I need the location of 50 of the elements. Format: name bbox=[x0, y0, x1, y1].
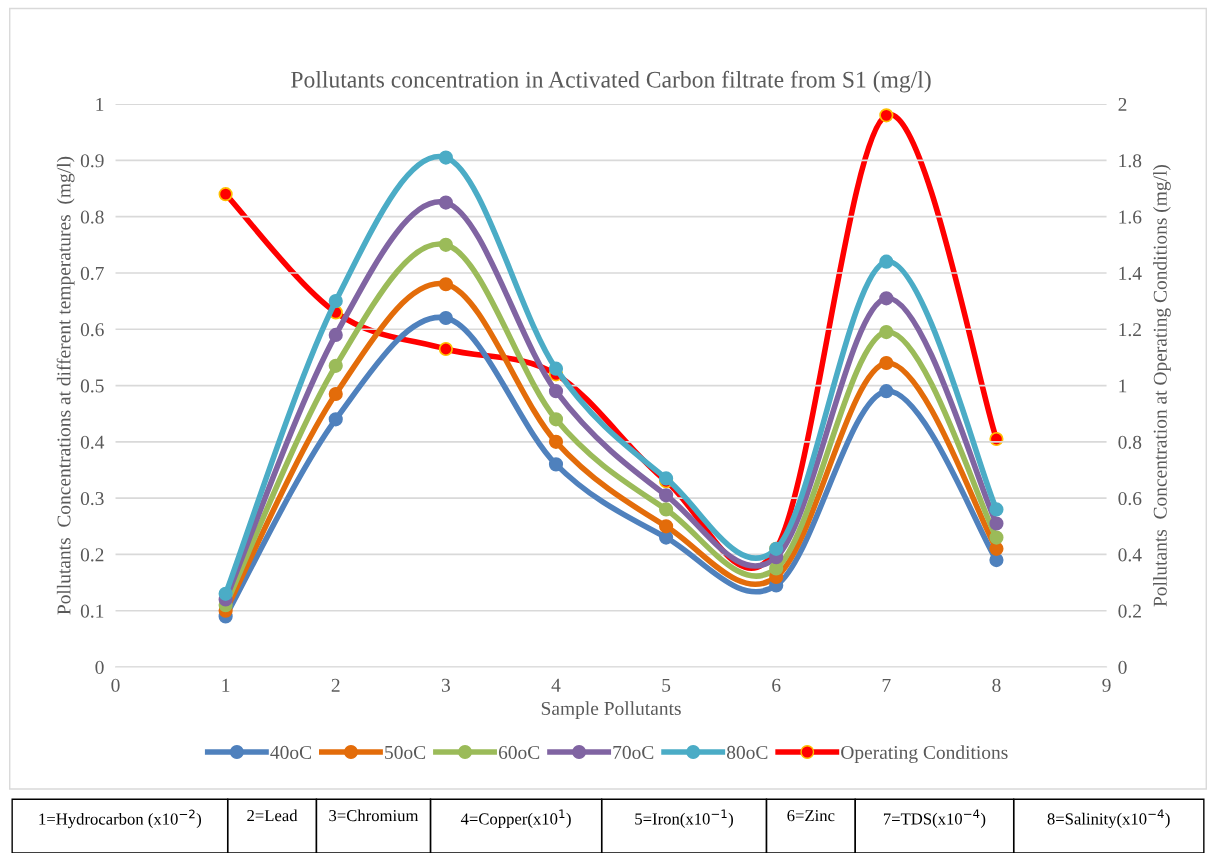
y2-tick-label: 0.4 bbox=[1118, 548, 1142, 562]
y2-tick-label: 1 bbox=[1119, 379, 1127, 393]
y-tick-label: 0 bbox=[95, 660, 104, 674]
x-axis-title: Sample Pollutants bbox=[541, 701, 681, 719]
y-tick-label: 0.7 bbox=[80, 266, 104, 280]
x-tick-label: 6 bbox=[772, 678, 781, 692]
y-tick-label: 0.3 bbox=[80, 491, 104, 506]
y2-tick-label: 1.8 bbox=[1119, 154, 1142, 168]
x-tick-label: 1 bbox=[222, 678, 230, 692]
x-tick-label: 2 bbox=[331, 678, 340, 692]
y2-tick-label: 1.2 bbox=[1119, 323, 1141, 337]
text: 2=Lead bbox=[247, 809, 298, 822]
legend-label: 40oC bbox=[270, 745, 311, 759]
y2-tick-label: 2 bbox=[1118, 97, 1127, 111]
text: 7=TDS(x10$^{−4}$) bbox=[883, 809, 986, 828]
y-tick-label: 1 bbox=[96, 97, 104, 111]
y-tick-label: 0.8 bbox=[80, 210, 104, 224]
y2-axis-title: Pollutants Concentration at Operating Conditions (mg/l) bbox=[1153, 164, 1171, 607]
x-tick-label: 4 bbox=[551, 678, 561, 692]
y2-tick-label: 0.8 bbox=[1118, 435, 1142, 449]
y2-tick-label: 0.6 bbox=[1118, 491, 1142, 506]
text: 4=Copper(x10$^{1}$) bbox=[460, 809, 571, 828]
y-tick-label: 0.2 bbox=[80, 548, 104, 562]
x-tick-label: 9 bbox=[1102, 678, 1111, 692]
y-tick-label: 0.1 bbox=[80, 604, 104, 618]
chart-title: Pollutants concentration in Activated Carbon filtrate from S1 (mg/l) bbox=[291, 70, 931, 93]
legend-label: Operating Conditions bbox=[841, 745, 1008, 763]
x-tick-label: 0 bbox=[111, 678, 120, 692]
y-tick-label: 0.6 bbox=[80, 323, 104, 337]
text: 5=Iron(x10$^{−1}$) bbox=[635, 809, 733, 828]
x-tick-label: 5 bbox=[662, 678, 671, 692]
legend-label: 80oC bbox=[726, 745, 768, 759]
x-tick-label: 3 bbox=[441, 678, 450, 692]
x-tick-label: 8 bbox=[992, 678, 1001, 692]
text: 6=Zinc bbox=[787, 810, 835, 822]
legend-label: 70oC bbox=[613, 745, 654, 759]
y2-tick-label: 1.4 bbox=[1119, 266, 1142, 280]
y2-tick-label: 1.6 bbox=[1119, 210, 1142, 224]
text: 3=Chromium bbox=[329, 809, 419, 822]
y-tick-label: 0.4 bbox=[80, 435, 105, 449]
text: 1=Hydrocarbon (x10$^{−2}$) bbox=[39, 809, 202, 829]
y2-tick-label: 0.2 bbox=[1118, 604, 1141, 618]
y-tick-label: 0.9 bbox=[80, 154, 104, 168]
y-tick-label: 0.5 bbox=[80, 379, 104, 393]
y2-tick-label: 0 bbox=[1118, 660, 1127, 674]
legend-label: 50oC bbox=[385, 745, 426, 759]
x-tick-label: 7 bbox=[882, 678, 891, 692]
legend-label: 60oC bbox=[498, 745, 540, 759]
y-axis-title: Pollutants Concentrations at different temperatures (mg/l) bbox=[56, 156, 75, 615]
text: 8=Salinity(x10$^{−4}$) bbox=[1047, 809, 1170, 828]
